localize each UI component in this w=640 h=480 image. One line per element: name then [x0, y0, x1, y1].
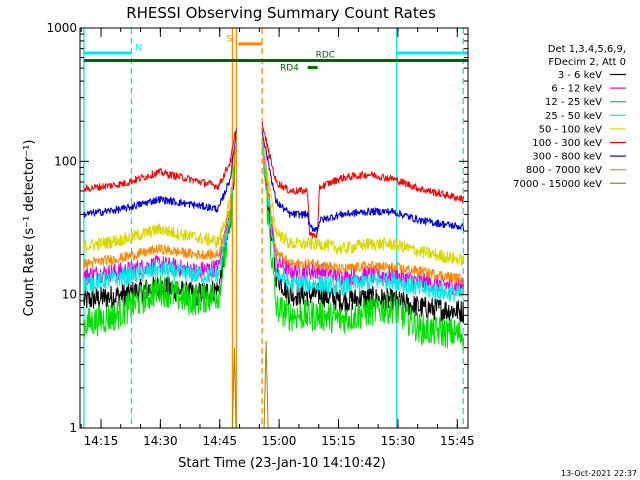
series-line-5	[83, 122, 465, 239]
legend-label: 800 - 7000 keV	[526, 165, 602, 176]
legend-label: 300 - 800 keV	[532, 152, 602, 163]
x-tick-label: 15:15	[321, 434, 356, 448]
legend-label: 25 - 50 keV	[545, 111, 602, 122]
plot-area: N S RDC RD4	[83, 28, 468, 428]
annotation-s-label: S	[226, 35, 232, 45]
legend-label: 50 - 100 keV	[539, 124, 603, 135]
plot-frame	[79, 27, 469, 429]
series-line-2	[83, 131, 465, 350]
annotation-n: N	[83, 43, 468, 55]
x-tick-label: 14:15	[84, 434, 119, 448]
x-tick-label: 15:30	[381, 434, 416, 448]
series-line-8	[231, 340, 269, 428]
legend: Det 1,3,4,5,6,9, FDecim 2, Att 0 3 - 6 keV…	[513, 44, 626, 190]
footer-timestamp: 13-Oct-2021 22:37	[561, 469, 637, 478]
legend-label: 7000 - 15000 keV	[513, 179, 602, 190]
x-tick-label: 15:45	[440, 434, 475, 448]
axes: 1 10 100 1000 14:15 14:30 14:45 15:00 15:15 15:30…	[46, 21, 474, 448]
annotation-n-label: N	[135, 43, 142, 53]
series-line-4	[83, 134, 465, 267]
plot-contents: N S RDC RD4	[83, 28, 468, 428]
annotation-s: S	[226, 35, 263, 46]
annotation-rdc-label: RDC	[316, 51, 335, 61]
x-tick-label: 15:00	[262, 434, 297, 448]
x-tick-label: 14:30	[143, 434, 178, 448]
annotation-rd4: RD4	[280, 64, 318, 74]
x-axis-label: Start Time (23-Jan-10 14:10:42)	[178, 456, 386, 471]
legend-label: 3 - 6 keV	[558, 70, 602, 81]
y-axis-label: Count Rate (s⁻¹ detector⁻¹)	[22, 140, 37, 317]
legend-label: 100 - 300 keV	[532, 138, 602, 149]
series-line-7	[83, 132, 465, 285]
x-tick-label: 14:45	[202, 434, 237, 448]
series-line-3	[83, 126, 465, 303]
legend-label: 6 - 12 keV	[551, 84, 602, 95]
y-tick-label: 1	[69, 421, 77, 435]
annotation-rdc: RDC	[83, 51, 468, 63]
chart-title: RHESSI Observing Summary Count Rates	[126, 4, 436, 22]
y-tick-label: 1000	[46, 21, 77, 35]
legend-header: Det 1,3,4,5,6,9,	[548, 44, 626, 55]
y-tick-label: 100	[54, 154, 77, 168]
annotation-rd4-label: RD4	[280, 64, 299, 74]
series-line-6	[83, 130, 465, 233]
y-tick-label: 10	[62, 288, 77, 302]
legend-header: FDecim 2, Att 0	[548, 57, 626, 68]
legend-label: 12 - 25 keV	[545, 97, 602, 108]
